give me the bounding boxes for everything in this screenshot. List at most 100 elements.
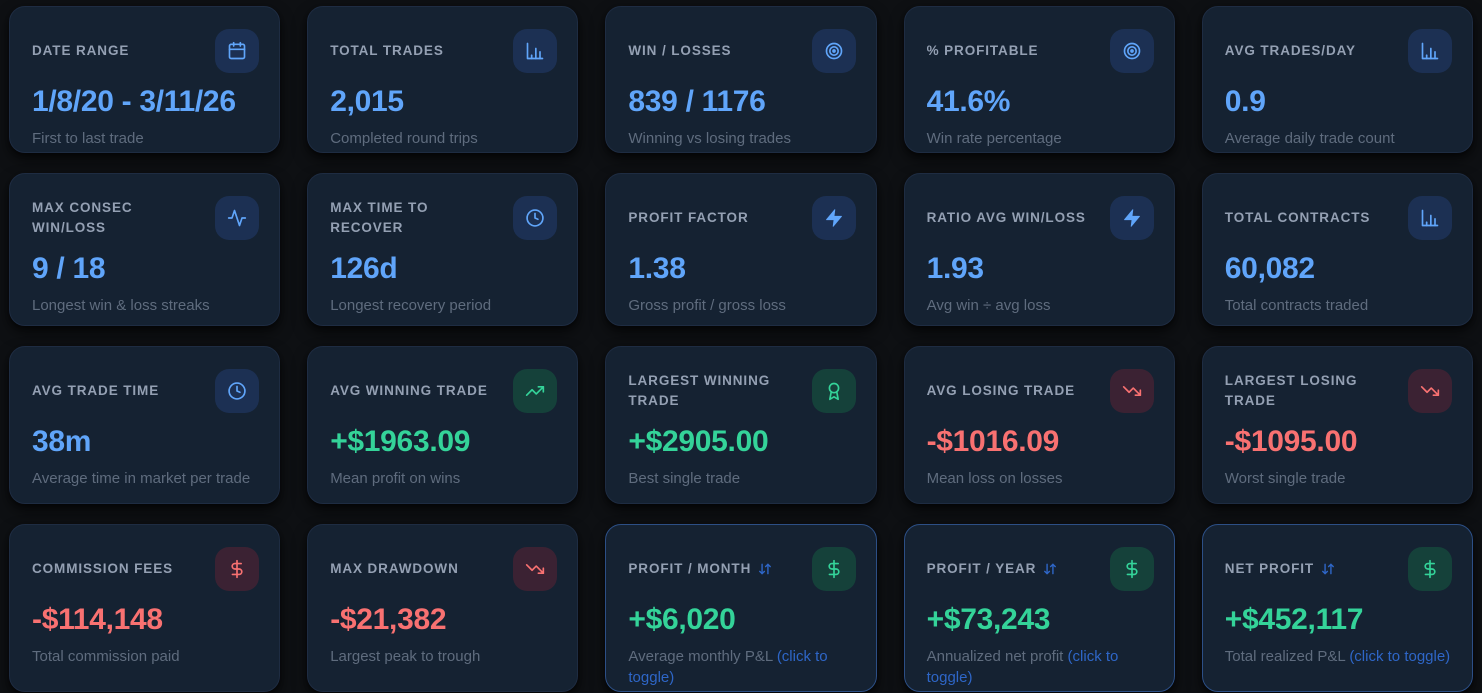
card-description: First to last trade — [32, 128, 259, 150]
card-description-text: Total contracts traded — [1224, 296, 1369, 314]
stat-card: LARGEST WINNING TRADE +$2905.00 Best sin… — [605, 346, 877, 504]
clock-icon — [215, 369, 260, 413]
card-value: 1/8/20 - 3/11/26 — [32, 85, 236, 118]
card-value: -$114,148 — [32, 603, 163, 636]
dollar-icon — [811, 547, 856, 591]
card-value: 38m — [32, 425, 92, 458]
card-description-text: Worst single trade — [1224, 469, 1346, 487]
card-header: % PROFITABLE — [927, 29, 1154, 73]
card-header: PROFIT / YEAR — [927, 547, 1154, 591]
card-description: Mean loss on losses — [927, 468, 1154, 490]
card-description: Average daily trade count — [1225, 128, 1452, 150]
card-description-text: Avg win ÷ avg loss — [926, 296, 1051, 314]
stat-card: PROFIT FACTOR 1.38 Gross profit / gross … — [605, 173, 877, 326]
card-title: NET PROFIT — [1224, 561, 1315, 577]
stat-card: RATIO AVG WIN/LOSS 1.93 Avg win ÷ avg lo… — [903, 173, 1175, 326]
card-header: RATIO AVG WIN/LOSS — [927, 196, 1154, 240]
card-value: 41.6% — [926, 85, 1011, 118]
stat-card: MAX CONSEC WIN/LOSS 9 / 18 Longest win &… — [9, 173, 281, 326]
card-description: Average time in market per trade — [32, 468, 259, 490]
stat-card: AVG LOSING TRADE -$1016.09 Mean loss on … — [903, 346, 1175, 504]
card-description-text: Mean loss on losses — [926, 469, 1063, 487]
target-icon — [811, 29, 856, 73]
card-value: +$2905.00 — [628, 425, 769, 458]
trending-down-icon — [1109, 369, 1154, 413]
stat-card: MAX DRAWDOWN -$21,382 Largest peak to tr… — [307, 524, 579, 692]
bar-chart-icon — [1408, 196, 1452, 240]
card-header: MAX DRAWDOWN — [330, 547, 558, 591]
card-description: Win rate percentage — [927, 128, 1154, 150]
toggle-link[interactable]: (click to toggle) — [628, 647, 828, 687]
card-title: AVG TRADE TIME — [32, 383, 160, 399]
stat-card: DATE RANGE 1/8/20 - 3/11/26 First to las… — [9, 6, 281, 153]
card-description-text: Win rate percentage — [926, 129, 1062, 147]
card-title: TOTAL TRADES — [330, 43, 444, 59]
stat-card: AVG WINNING TRADE +$1963.09 Mean profit … — [307, 346, 579, 504]
card-value: 1.93 — [926, 252, 985, 285]
card-value: -$1016.09 — [926, 425, 1060, 458]
card-description: Average monthly P&L (click to toggle) — [628, 646, 855, 690]
stat-card[interactable]: NET PROFIT +$452,117 Total realized P&L … — [1201, 524, 1473, 692]
card-header: AVG TRADE TIME — [32, 369, 260, 413]
card-description-text: Longest win & loss streaks — [32, 296, 210, 314]
card-title: DATE RANGE — [32, 43, 130, 59]
card-value: +$452,117 — [1224, 603, 1364, 636]
stat-card: COMMISSION FEES -$114,148 Total commissi… — [9, 524, 281, 692]
trending-down-icon — [513, 547, 558, 591]
card-title: LARGEST LOSING TRADE — [1224, 373, 1358, 408]
stat-card: TOTAL CONTRACTS 60,082 Total contracts t… — [1201, 173, 1473, 326]
card-header: NET PROFIT — [1225, 547, 1452, 591]
card-description: Largest peak to trough — [330, 646, 557, 668]
card-header: LARGEST LOSING TRADE — [1225, 369, 1452, 413]
card-title: AVG TRADES/DAY — [1224, 43, 1356, 59]
card-title: AVG WINNING TRADE — [330, 383, 488, 399]
card-title: MAX DRAWDOWN — [330, 561, 459, 577]
stat-card: AVG TRADES/DAY 0.9 Average daily trade c… — [1201, 6, 1473, 153]
card-header: MAX CONSEC WIN/LOSS — [32, 196, 260, 240]
stat-card: LARGEST LOSING TRADE -$1095.00 Worst sin… — [1201, 346, 1473, 504]
card-description: Winning vs losing trades — [628, 128, 855, 150]
stat-card: MAX TIME TO RECOVER 126d Longest recover… — [307, 173, 579, 326]
card-description-text: Gross profit / gross loss — [628, 296, 786, 314]
card-description-text: First to last trade — [32, 129, 144, 147]
card-description-text: Total realized P&L — [1224, 647, 1350, 665]
calendar-icon — [215, 29, 260, 73]
card-header: DATE RANGE — [32, 29, 260, 73]
card-value: +$6,020 — [628, 603, 736, 636]
activity-icon — [215, 196, 260, 240]
card-description: Completed round trips — [330, 128, 557, 150]
card-description-text: Largest peak to trough — [330, 647, 481, 665]
card-description-text: Total commission paid — [32, 647, 180, 665]
card-title: PROFIT / YEAR — [926, 561, 1037, 577]
card-description-text: Average time in market per trade — [32, 469, 251, 487]
card-header: COMMISSION FEES — [32, 547, 260, 591]
card-description: Annualized net profit (click to toggle) — [927, 646, 1154, 690]
zap-icon — [1109, 196, 1154, 240]
stats-grid: DATE RANGE 1/8/20 - 3/11/26 First to las… — [9, 6, 1473, 692]
arrows-up-down-icon — [758, 562, 772, 576]
card-value: 2,015 — [330, 85, 404, 118]
trending-down-icon — [1408, 369, 1452, 413]
card-description: Total commission paid — [32, 646, 259, 668]
card-header: AVG LOSING TRADE — [927, 369, 1154, 413]
card-title: PROFIT / MONTH — [628, 561, 752, 577]
toggle-link[interactable]: (click to toggle) — [926, 647, 1119, 687]
stat-card[interactable]: PROFIT / YEAR +$73,243 Annualized net pr… — [903, 524, 1175, 692]
award-icon — [811, 369, 856, 413]
card-header: TOTAL CONTRACTS — [1225, 196, 1452, 240]
card-title: AVG LOSING TRADE — [926, 383, 1075, 399]
card-title: % PROFITABLE — [926, 43, 1039, 59]
card-description: Total realized P&L (click to toggle) — [1225, 646, 1452, 668]
card-description-text: Winning vs losing trades — [628, 129, 791, 147]
dollar-icon — [1408, 547, 1452, 591]
stat-card: AVG TRADE TIME 38m Average time in marke… — [9, 346, 281, 504]
stat-card[interactable]: PROFIT / MONTH +$6,020 Average monthly P… — [605, 524, 877, 692]
toggle-link[interactable]: (click to toggle) — [1349, 647, 1451, 665]
dollar-icon — [1109, 547, 1154, 591]
card-header: LARGEST WINNING TRADE — [628, 369, 856, 413]
card-title: RATIO AVG WIN/LOSS — [926, 210, 1086, 226]
card-value: -$1095.00 — [1224, 425, 1358, 458]
zap-icon — [811, 196, 856, 240]
card-title: COMMISSION FEES — [32, 561, 174, 577]
